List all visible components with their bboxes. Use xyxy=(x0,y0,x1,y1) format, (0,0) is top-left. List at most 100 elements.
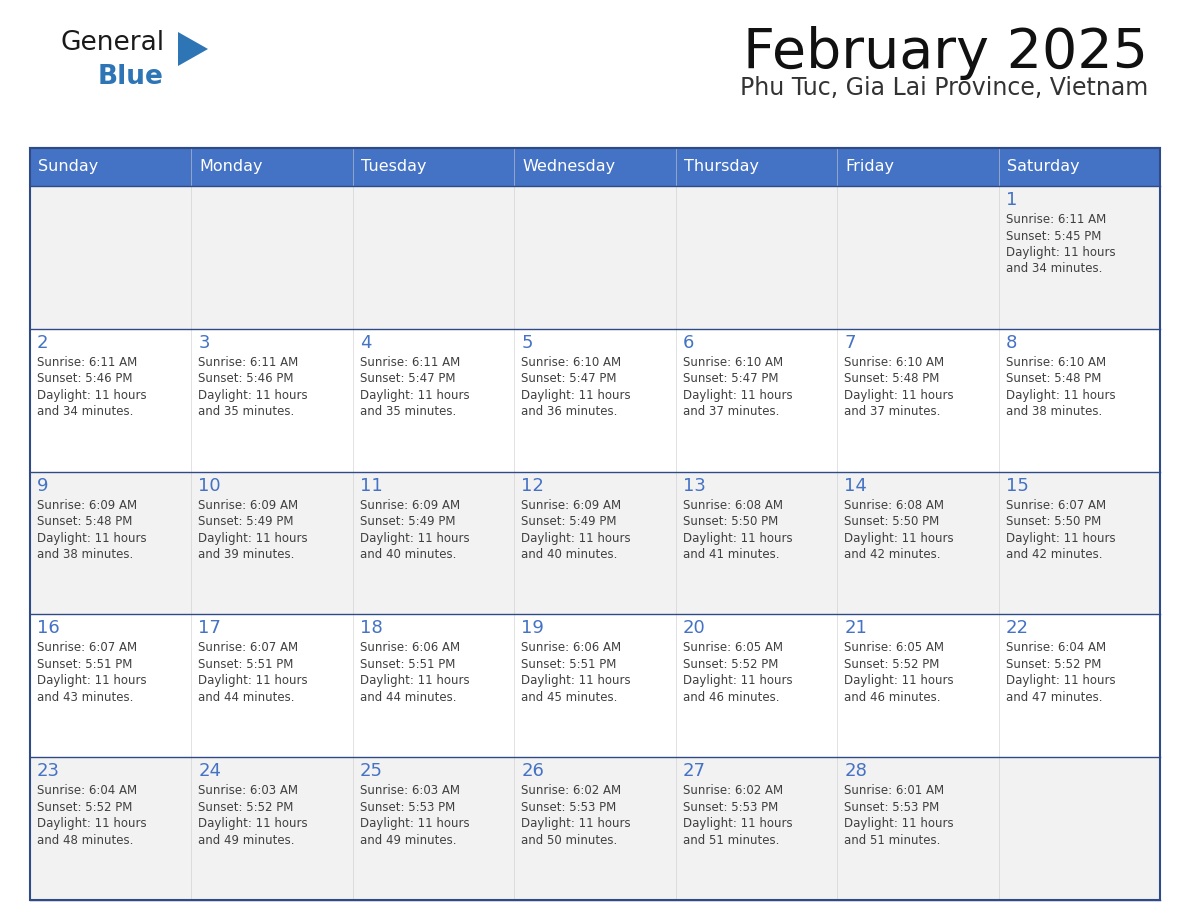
Text: Sunrise: 6:10 AM: Sunrise: 6:10 AM xyxy=(1005,356,1106,369)
Text: Daylight: 11 hours: Daylight: 11 hours xyxy=(37,817,146,830)
Text: Sunrise: 6:11 AM: Sunrise: 6:11 AM xyxy=(37,356,138,369)
Text: 16: 16 xyxy=(37,620,59,637)
Text: and 37 minutes.: and 37 minutes. xyxy=(845,406,941,419)
Text: Sunrise: 6:11 AM: Sunrise: 6:11 AM xyxy=(360,356,460,369)
Text: Sunrise: 6:04 AM: Sunrise: 6:04 AM xyxy=(37,784,137,797)
Text: Sunrise: 6:02 AM: Sunrise: 6:02 AM xyxy=(683,784,783,797)
Text: Sunrise: 6:09 AM: Sunrise: 6:09 AM xyxy=(37,498,137,511)
Text: Thursday: Thursday xyxy=(684,160,759,174)
Text: February 2025: February 2025 xyxy=(742,26,1148,80)
Text: and 44 minutes.: and 44 minutes. xyxy=(360,691,456,704)
Text: 11: 11 xyxy=(360,476,383,495)
Text: Sunset: 5:50 PM: Sunset: 5:50 PM xyxy=(845,515,940,528)
Text: 4: 4 xyxy=(360,334,372,352)
Text: Sunrise: 6:09 AM: Sunrise: 6:09 AM xyxy=(360,498,460,511)
Text: Sunset: 5:48 PM: Sunset: 5:48 PM xyxy=(1005,373,1101,386)
Text: Sunset: 5:46 PM: Sunset: 5:46 PM xyxy=(37,373,133,386)
Text: Sunset: 5:51 PM: Sunset: 5:51 PM xyxy=(360,658,455,671)
Text: 5: 5 xyxy=(522,334,532,352)
Text: Daylight: 11 hours: Daylight: 11 hours xyxy=(522,675,631,688)
Text: Sunset: 5:53 PM: Sunset: 5:53 PM xyxy=(683,800,778,813)
Text: and 35 minutes.: and 35 minutes. xyxy=(360,406,456,419)
Text: Daylight: 11 hours: Daylight: 11 hours xyxy=(845,675,954,688)
Text: 22: 22 xyxy=(1005,620,1029,637)
Text: 15: 15 xyxy=(1005,476,1029,495)
Bar xyxy=(838,148,999,186)
Text: Sunrise: 6:06 AM: Sunrise: 6:06 AM xyxy=(360,642,460,655)
Text: and 51 minutes.: and 51 minutes. xyxy=(683,834,779,846)
Text: Sunset: 5:48 PM: Sunset: 5:48 PM xyxy=(845,373,940,386)
Text: Sunrise: 6:09 AM: Sunrise: 6:09 AM xyxy=(198,498,298,511)
Text: Sunset: 5:49 PM: Sunset: 5:49 PM xyxy=(198,515,293,528)
Text: Phu Tuc, Gia Lai Province, Vietnam: Phu Tuc, Gia Lai Province, Vietnam xyxy=(740,76,1148,100)
Text: and 40 minutes.: and 40 minutes. xyxy=(522,548,618,561)
Bar xyxy=(30,757,1159,900)
Bar xyxy=(30,148,1159,900)
Text: Daylight: 11 hours: Daylight: 11 hours xyxy=(522,817,631,830)
Text: Monday: Monday xyxy=(200,160,263,174)
Bar xyxy=(30,148,191,186)
Bar xyxy=(676,148,838,186)
Text: Daylight: 11 hours: Daylight: 11 hours xyxy=(1005,532,1116,544)
Text: Sunset: 5:47 PM: Sunset: 5:47 PM xyxy=(360,373,455,386)
Text: Sunset: 5:45 PM: Sunset: 5:45 PM xyxy=(1005,230,1101,242)
Text: Sunset: 5:53 PM: Sunset: 5:53 PM xyxy=(522,800,617,813)
Text: 28: 28 xyxy=(845,762,867,780)
Text: Daylight: 11 hours: Daylight: 11 hours xyxy=(845,389,954,402)
Text: and 38 minutes.: and 38 minutes. xyxy=(1005,406,1101,419)
Text: Sunrise: 6:05 AM: Sunrise: 6:05 AM xyxy=(683,642,783,655)
Text: 23: 23 xyxy=(37,762,61,780)
Text: Daylight: 11 hours: Daylight: 11 hours xyxy=(683,532,792,544)
Bar xyxy=(999,148,1159,186)
Text: Sunset: 5:52 PM: Sunset: 5:52 PM xyxy=(1005,658,1101,671)
Text: 17: 17 xyxy=(198,620,221,637)
Text: and 42 minutes.: and 42 minutes. xyxy=(845,548,941,561)
Text: 19: 19 xyxy=(522,620,544,637)
Text: Sunset: 5:52 PM: Sunset: 5:52 PM xyxy=(37,800,132,813)
Text: Sunset: 5:53 PM: Sunset: 5:53 PM xyxy=(360,800,455,813)
Text: and 49 minutes.: and 49 minutes. xyxy=(360,834,456,846)
Bar xyxy=(30,614,1159,757)
Text: Daylight: 11 hours: Daylight: 11 hours xyxy=(360,389,469,402)
Text: Sunrise: 6:01 AM: Sunrise: 6:01 AM xyxy=(845,784,944,797)
Text: and 47 minutes.: and 47 minutes. xyxy=(1005,691,1102,704)
Text: and 40 minutes.: and 40 minutes. xyxy=(360,548,456,561)
Text: Sunset: 5:50 PM: Sunset: 5:50 PM xyxy=(683,515,778,528)
Text: Sunrise: 6:10 AM: Sunrise: 6:10 AM xyxy=(845,356,944,369)
Text: 12: 12 xyxy=(522,476,544,495)
Text: Sunrise: 6:08 AM: Sunrise: 6:08 AM xyxy=(683,498,783,511)
Text: Daylight: 11 hours: Daylight: 11 hours xyxy=(683,675,792,688)
Text: Sunset: 5:51 PM: Sunset: 5:51 PM xyxy=(522,658,617,671)
Text: Daylight: 11 hours: Daylight: 11 hours xyxy=(37,389,146,402)
Text: 13: 13 xyxy=(683,476,706,495)
Text: Sunset: 5:52 PM: Sunset: 5:52 PM xyxy=(683,658,778,671)
Text: and 42 minutes.: and 42 minutes. xyxy=(1005,548,1102,561)
Text: Sunset: 5:53 PM: Sunset: 5:53 PM xyxy=(845,800,940,813)
Text: Sunrise: 6:07 AM: Sunrise: 6:07 AM xyxy=(198,642,298,655)
Text: General: General xyxy=(61,30,164,56)
Text: Sunrise: 6:06 AM: Sunrise: 6:06 AM xyxy=(522,642,621,655)
Text: and 44 minutes.: and 44 minutes. xyxy=(198,691,295,704)
Text: Daylight: 11 hours: Daylight: 11 hours xyxy=(37,532,146,544)
Text: Sunrise: 6:10 AM: Sunrise: 6:10 AM xyxy=(522,356,621,369)
Bar xyxy=(30,472,1159,614)
Text: Sunrise: 6:03 AM: Sunrise: 6:03 AM xyxy=(198,784,298,797)
Text: and 50 minutes.: and 50 minutes. xyxy=(522,834,618,846)
Text: and 41 minutes.: and 41 minutes. xyxy=(683,548,779,561)
Text: and 46 minutes.: and 46 minutes. xyxy=(683,691,779,704)
Text: Sunrise: 6:11 AM: Sunrise: 6:11 AM xyxy=(1005,213,1106,226)
Text: Sunrise: 6:10 AM: Sunrise: 6:10 AM xyxy=(683,356,783,369)
Bar xyxy=(30,329,1159,472)
Text: Sunset: 5:46 PM: Sunset: 5:46 PM xyxy=(198,373,293,386)
Text: Sunset: 5:48 PM: Sunset: 5:48 PM xyxy=(37,515,132,528)
Text: 27: 27 xyxy=(683,762,706,780)
Text: Sunset: 5:49 PM: Sunset: 5:49 PM xyxy=(360,515,455,528)
Bar xyxy=(353,148,514,186)
Text: Sunset: 5:49 PM: Sunset: 5:49 PM xyxy=(522,515,617,528)
Text: Daylight: 11 hours: Daylight: 11 hours xyxy=(360,675,469,688)
Text: 1: 1 xyxy=(1005,191,1017,209)
Text: 26: 26 xyxy=(522,762,544,780)
Text: 6: 6 xyxy=(683,334,694,352)
Text: Daylight: 11 hours: Daylight: 11 hours xyxy=(1005,389,1116,402)
Text: Daylight: 11 hours: Daylight: 11 hours xyxy=(360,817,469,830)
